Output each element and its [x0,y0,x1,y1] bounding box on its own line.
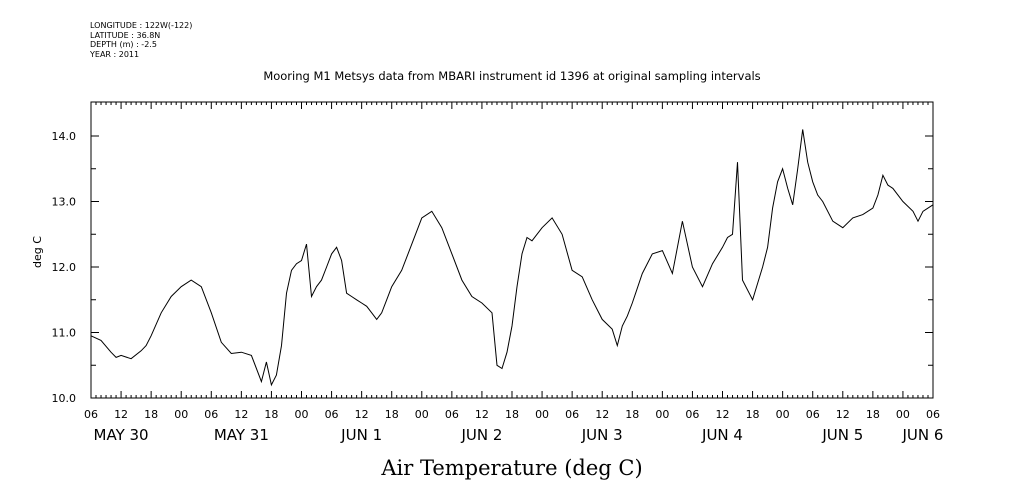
x-tick-label: 12 [595,408,609,421]
x-tick-label: 06 [445,408,459,421]
day-label: JUN 3 [581,426,623,444]
x-tick-label: 18 [144,408,158,421]
axis-ticks [90,102,934,399]
day-label: MAY 30 [94,426,149,444]
x-tick-label: 00 [415,408,429,421]
day-label: MAY 31 [214,426,269,444]
x-tick-label: 18 [505,408,519,421]
x-tick-label: 12 [716,408,730,421]
x-tick-label: 06 [926,408,940,421]
x-tick-label: 06 [806,408,820,421]
x-tick-label: 06 [204,408,218,421]
day-label: JUN 5 [821,426,863,444]
day-label: JUN 1 [340,426,382,444]
x-tick-label: 06 [325,408,339,421]
metadata-block: LONGITUDE : 122W(-122) LATITUDE : 36.8N … [90,21,192,59]
x-tick-label: 00 [655,408,669,421]
x-tick-label: 18 [866,408,880,421]
air-temperature-line [90,129,934,387]
day-label: JUN 4 [701,426,743,444]
y-tick-label: 13.0 [52,196,77,209]
x-tick-label: 18 [385,408,399,421]
x-tick-label: 12 [114,408,128,421]
day-label: JUN 2 [460,426,502,444]
x-tick-label: 12 [836,408,850,421]
x-tick-label: 00 [776,408,790,421]
x-tick-label: 18 [625,408,639,421]
x-tick-label: 00 [535,408,549,421]
year-text: YEAR : 2011 [90,49,140,59]
longitude-text: LONGITUDE : 122W(-122) [90,21,193,30]
day-labels: MAY 30 MAY 31 JUN 1 JUN 2 JUN 3 JUN 4 JUN 5 JUN… [94,426,944,444]
x-tick-labels: 06 12 18 00 06 12 18 00 06 12 18 00 06 12 18 00 06 12 18 00… [84,408,940,421]
depth-text: DEPTH (m) : -2.5 [90,40,157,49]
chart-title: Mooring M1 Metsys data from MBARI instru… [263,69,760,83]
y-tick-labels: 10.0 11.0 12.0 13.0 14.0 [52,130,77,405]
x-tick-label: 18 [746,408,760,421]
y-axis-label: deg C [31,236,44,268]
x-tick-label: 12 [234,408,248,421]
x-tick-label: 06 [685,408,699,421]
y-tick-label: 11.0 [52,327,77,340]
x-tick-label: 12 [355,408,369,421]
x-tick-label: 06 [84,408,98,421]
latitude-text: LATITUDE : 36.8N [90,30,161,40]
x-tick-label: 00 [295,408,309,421]
y-tick-label: 14.0 [52,130,77,143]
plot-frame [90,101,934,399]
x-tick-label: 00 [896,408,910,421]
x-tick-label: 12 [475,408,489,421]
x-tick-label: 00 [174,408,188,421]
x-axis-title: Air Temperature (deg C) [380,456,642,480]
y-tick-label: 12.0 [52,261,77,274]
x-tick-label: 06 [565,408,579,421]
x-tick-label: 18 [264,408,278,421]
day-label: JUN 6 [902,426,944,444]
y-tick-label: 10.0 [52,392,77,405]
